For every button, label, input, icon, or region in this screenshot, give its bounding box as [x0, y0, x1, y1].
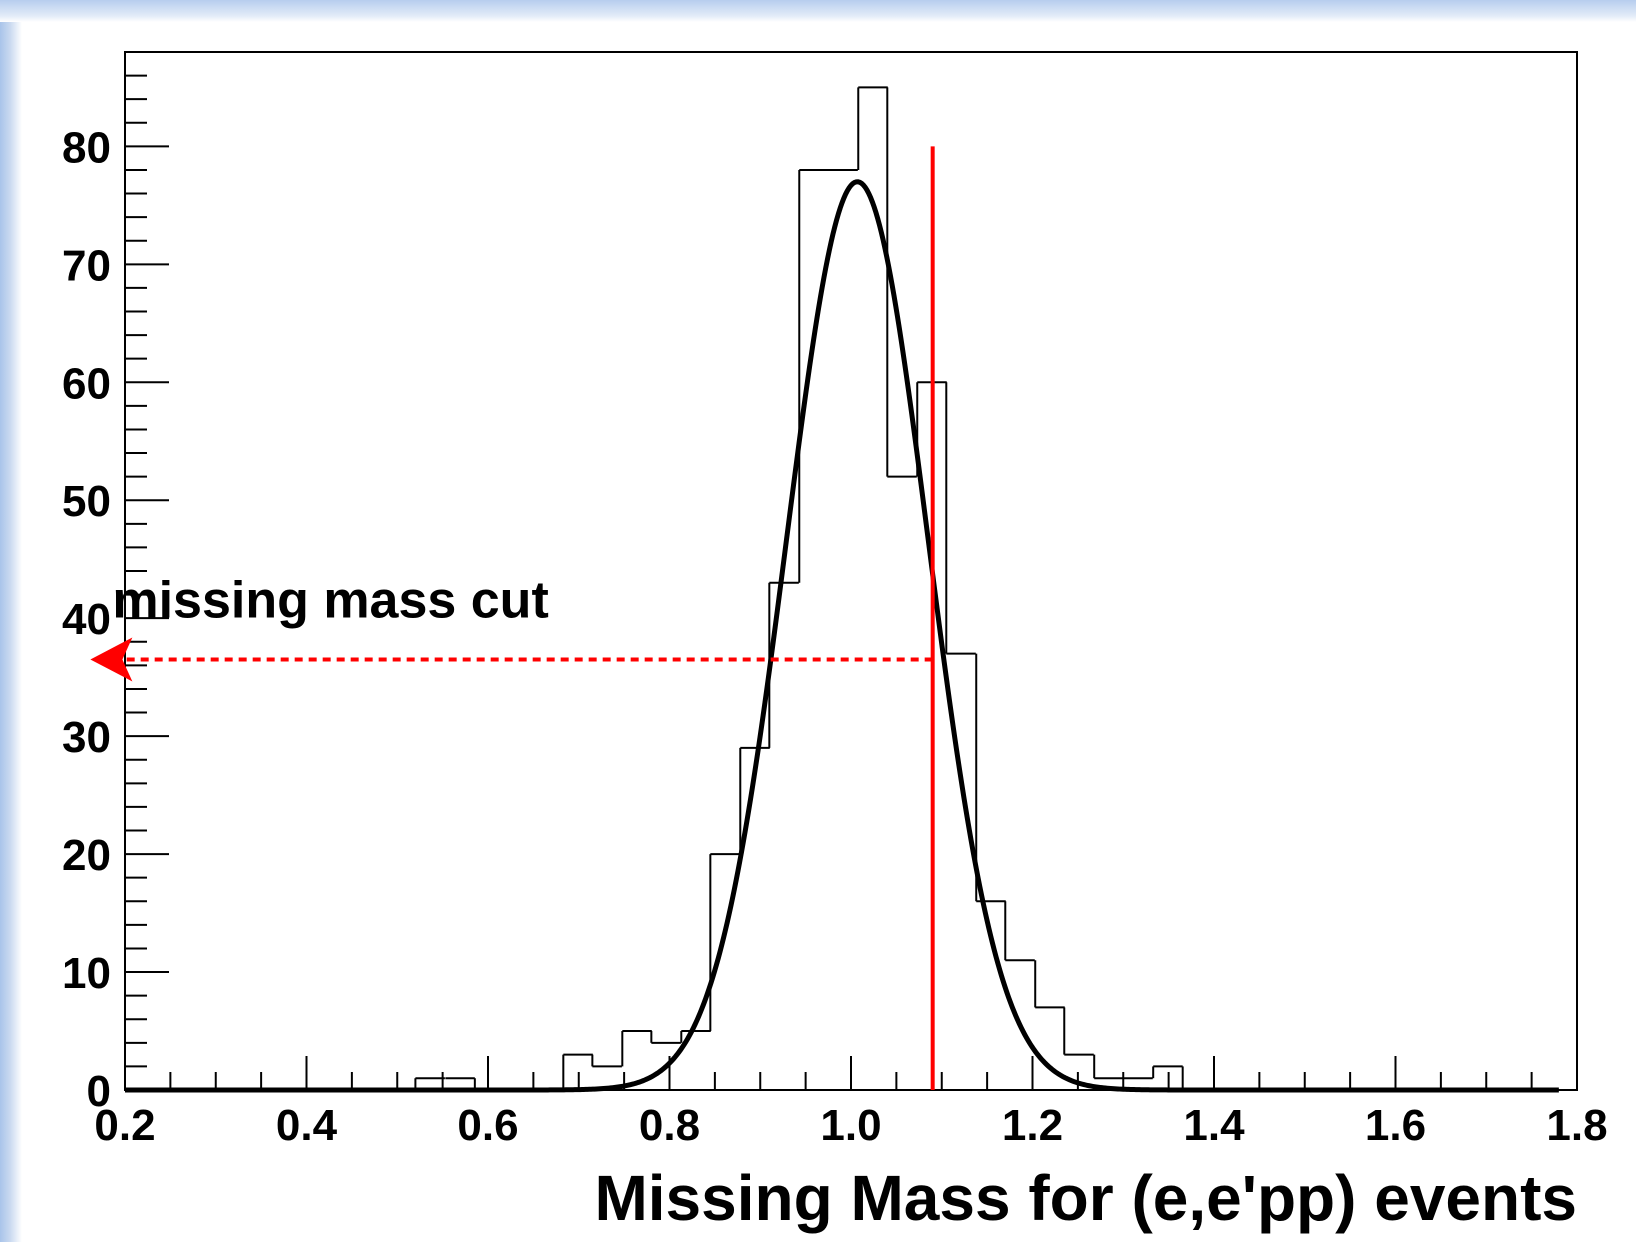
x-tick-label: 1.8: [1546, 1101, 1607, 1150]
y-tick-label: 0: [87, 1067, 111, 1116]
gaussian-fit: [125, 179, 1559, 1093]
x-axis-title: Missing Mass for (e,e'pp) events: [594, 1162, 1577, 1234]
axis-labels: 0 10 20 30 40 50 60 70 80 0.2 0.4 0.6 0.8 1.0 1.2 1.4 1.…: [62, 123, 1608, 1234]
y-tick-label: 60: [62, 359, 111, 408]
slide-top-band: [0, 0, 1636, 22]
y-tick-label: 50: [62, 477, 111, 526]
x-tick-label: 1.0: [820, 1101, 881, 1150]
y-tick-label: 20: [62, 831, 111, 880]
y-tick-label: 70: [62, 241, 111, 290]
x-tick-label: 1.2: [1002, 1101, 1063, 1150]
y-tick-label: 10: [62, 949, 111, 998]
axis-ticks: [124, 51, 1578, 1091]
x-tick-label: 0.8: [639, 1101, 700, 1150]
cut-arrow-head: [90, 637, 133, 682]
y-tick-label: 40: [62, 595, 111, 644]
x-tick-label: 1.4: [1183, 1101, 1245, 1150]
x-tick-label: 1.6: [1365, 1101, 1426, 1150]
y-tick-label: 80: [62, 123, 111, 172]
y-tick-label: 30: [62, 713, 111, 762]
cut-annotation-label: missing mass cut: [112, 571, 548, 629]
x-tick-label: 0.2: [94, 1101, 155, 1150]
fit-curve: [125, 179, 1559, 1093]
x-tick-label: 0.4: [276, 1101, 338, 1150]
x-tick-label: 0.6: [457, 1101, 518, 1150]
cut-annotation: missing mass cut: [90, 146, 935, 1090]
